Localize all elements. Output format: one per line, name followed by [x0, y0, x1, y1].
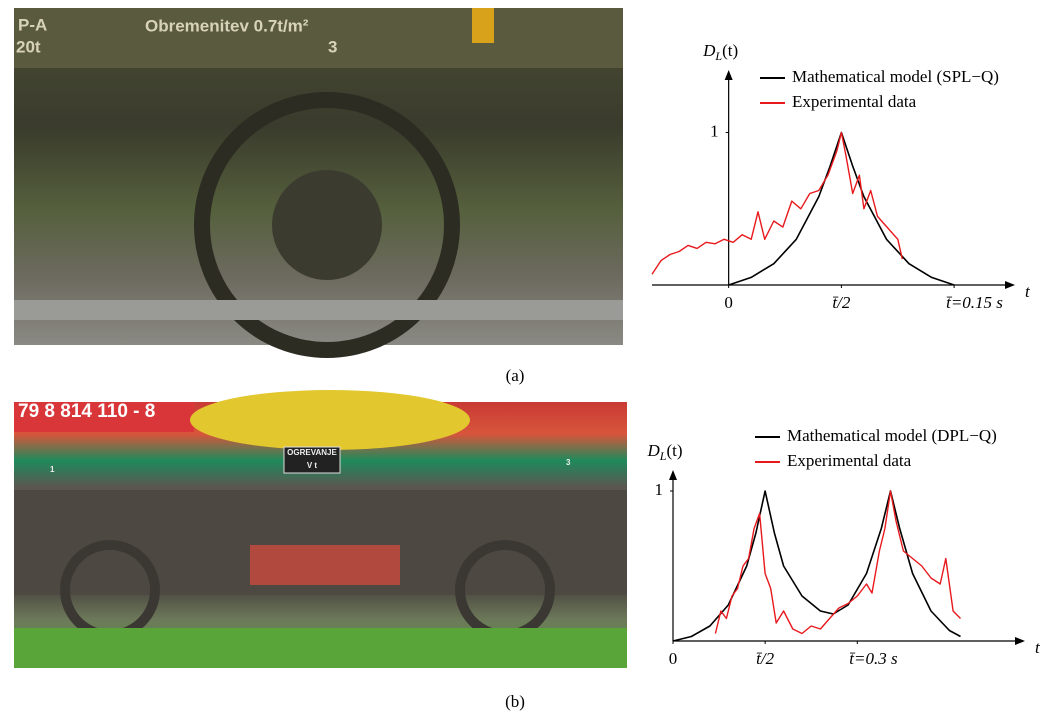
- data-line: [715, 491, 960, 634]
- figure: P-A 20t Obremenitev 0.7t/m² 3 79 8 814 1…: [0, 0, 1056, 717]
- y-axis-label-part: (t): [666, 441, 682, 460]
- x-tick-label: t̄=0.3 s: [849, 649, 898, 668]
- x-tick-label: t̄=0.15 s: [946, 293, 1003, 312]
- y-axis-label-part: D: [646, 441, 660, 460]
- y-axis-arrow: [725, 70, 733, 80]
- x-tick-label: 0: [669, 649, 678, 668]
- data-line: [673, 491, 961, 641]
- legend-label: Mathematical model (DPL−Q): [787, 426, 997, 445]
- legend-label: Experimental data: [792, 92, 917, 111]
- photo-text: 79 8 814 110 - 8: [18, 401, 155, 422]
- caption: (b): [505, 692, 525, 711]
- photo-text: V t: [307, 461, 318, 470]
- x-axis-arrow: [1015, 637, 1025, 645]
- photo-text: OGREVANJE: [287, 448, 337, 457]
- y-axis-label: DL(t): [646, 441, 682, 463]
- photo-b: 79 8 814 110 - 8 OGREVANJE V t 1 3: [14, 390, 627, 668]
- caption: (a): [506, 366, 525, 385]
- photo-text: 3: [328, 37, 337, 56]
- photo-a: P-A 20t Obremenitev 0.7t/m² 3: [14, 8, 623, 350]
- x-axis-label: t: [1035, 638, 1041, 657]
- data-line: [729, 133, 954, 286]
- y-tick-label: 1: [710, 121, 719, 140]
- photo-text: 1: [50, 465, 55, 474]
- x-tick-label: 0: [724, 293, 733, 312]
- x-axis-label: t: [1025, 282, 1031, 301]
- x-axis-arrow: [1005, 281, 1015, 289]
- y-axis-label-part: D: [702, 41, 716, 60]
- y-tick-label: 1: [655, 480, 664, 499]
- photo-text: 3: [566, 458, 571, 467]
- y-axis-arrow: [669, 470, 677, 480]
- x-tick-label: t̄/2: [832, 293, 851, 312]
- x-tick-label: t̄/2: [756, 649, 775, 668]
- photo-text: P-A: [18, 15, 47, 34]
- legend-label: Mathematical model (SPL−Q): [792, 67, 999, 86]
- data-line: [652, 133, 902, 275]
- photo-text: 20t: [16, 37, 41, 56]
- photo-text: Obremenitev 0.7t/m²: [145, 16, 309, 35]
- y-axis-label-part: (t): [722, 41, 738, 60]
- legend-label: Experimental data: [787, 451, 912, 470]
- y-axis-label: DL(t): [702, 41, 738, 63]
